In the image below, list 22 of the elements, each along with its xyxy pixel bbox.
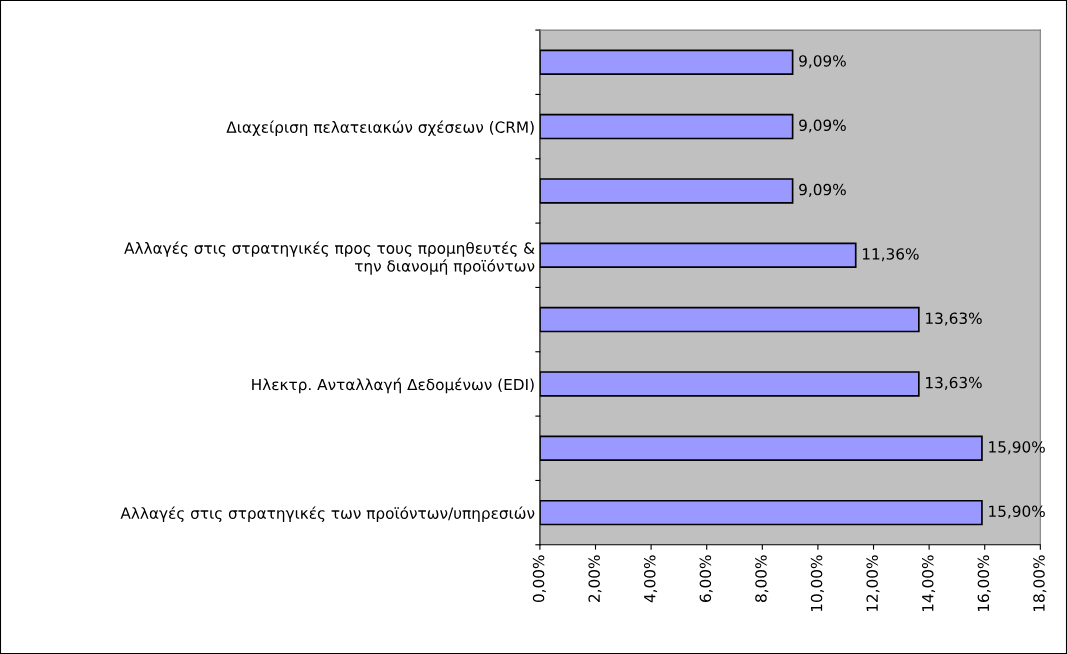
y-tick-label: Αλλαγές στις στρατηγικές των προϊόντων/υπηρεσιών — [120, 506, 535, 522]
x-tick-label: 2,00% — [588, 555, 602, 602]
x-tick-label: 18,00% — [1033, 555, 1047, 612]
data-label: 15,90% — [989, 441, 1045, 455]
data-label: 9,09% — [799, 55, 846, 69]
x-tick-label: 4,00% — [643, 555, 658, 603]
data-label: 15,90% — [989, 505, 1045, 519]
x-tick-label: 10,00% — [810, 555, 824, 612]
data-label: 13,63% — [926, 312, 982, 326]
data-label: 13,63% — [926, 376, 982, 390]
data-label: 11,36% — [862, 248, 919, 262]
y-tick-label: Ηλεκτρ. Ανταλλαγή Δεδομένων (EDI) — [252, 377, 534, 394]
x-tick-label: 8,00% — [755, 555, 769, 602]
x-tick-label: 6,00% — [699, 555, 713, 602]
y-tick-label: Αλλαγές στις στρατηγικές προς τους προμηθευτές & την διανομή προϊόντων — [124, 241, 535, 275]
x-tick-label: 12,00% — [866, 555, 880, 612]
y-tick-label: Διαχείριση πελατειακών σχέσεων (CRM) — [226, 120, 534, 136]
data-label: 9,09% — [799, 183, 846, 197]
x-tick-label: 16,00% — [977, 555, 991, 612]
x-tick-label: 0,00% — [532, 555, 546, 603]
data-label: 9,09% — [799, 119, 846, 133]
x-tick-label: 14,00% — [922, 555, 936, 612]
